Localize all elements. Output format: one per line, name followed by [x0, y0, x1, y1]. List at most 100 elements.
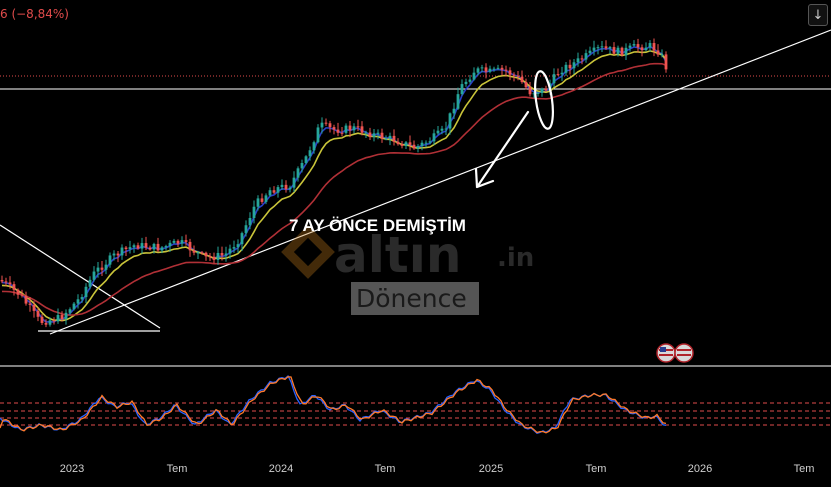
candle-body — [64, 312, 68, 320]
candle-body — [104, 264, 108, 270]
annotation-arrow — [474, 110, 530, 189]
oscillator-line-orange — [0, 376, 667, 434]
flag-canton — [660, 347, 666, 352]
candle-body — [120, 247, 124, 256]
candle-body — [400, 144, 404, 146]
descending-trendline[interactable] — [0, 224, 161, 329]
candle-body — [212, 256, 216, 260]
candle-body — [264, 195, 268, 202]
candle-body — [168, 242, 172, 247]
candle-body — [124, 247, 128, 250]
candle-body — [332, 127, 336, 130]
candle-body — [324, 122, 328, 124]
candle-body — [532, 93, 536, 95]
candle-body — [316, 127, 320, 143]
annotation-circle — [534, 70, 554, 130]
watermark-brand: altın — [334, 226, 462, 284]
candle-body — [348, 125, 352, 131]
candle-body — [276, 187, 280, 193]
candle-body — [500, 67, 504, 70]
candle-body — [208, 256, 212, 258]
candle-body — [96, 267, 100, 272]
candle-body — [396, 141, 400, 145]
candle-body — [612, 47, 616, 54]
candle-body — [580, 58, 584, 60]
candle-body — [380, 132, 384, 139]
price-change-label: 6 (−8,84%) — [0, 7, 69, 21]
candle-body — [564, 64, 568, 73]
candle-body — [388, 135, 392, 139]
candle-body — [292, 177, 296, 188]
x-tick-label: 2023 — [60, 463, 84, 475]
candle-body — [656, 50, 660, 55]
ascending-trendline[interactable] — [49, 29, 831, 335]
candle-body — [424, 142, 428, 144]
candle-body — [56, 315, 60, 322]
price-pane: altın .in Dönence 7 AY ÖNCE DEMİŞTİM — [0, 29, 831, 363]
candle-body — [8, 282, 12, 285]
candle-body — [236, 244, 240, 248]
candle-body — [664, 54, 668, 70]
candle-body — [520, 76, 524, 83]
flag-stripes-2 — [659, 354, 673, 356]
watermark-tag-box — [351, 282, 479, 315]
candle-body — [560, 72, 564, 75]
annotation-text: 7 AY ÖNCE DEMİŞTİM — [289, 216, 466, 235]
candle-body — [252, 206, 256, 219]
x-tick-label: 2024 — [269, 463, 293, 475]
candle-body — [472, 72, 476, 80]
candle-body — [508, 70, 512, 75]
x-tick-label: 2026 — [688, 463, 712, 475]
candle-body — [632, 44, 636, 46]
candle-body — [260, 198, 264, 202]
us-flag-icon-2[interactable] — [674, 343, 694, 363]
candle-body — [228, 248, 232, 254]
candle-body — [304, 156, 308, 164]
candle-body — [364, 132, 368, 134]
collapse-button[interactable]: ↓ — [808, 4, 828, 26]
candle-body — [136, 245, 140, 249]
x-tick-label: Tem — [375, 463, 396, 475]
candle-body — [220, 253, 224, 256]
candle-body — [36, 310, 40, 317]
watermark-logo-mark — [281, 225, 335, 279]
candle-body — [308, 150, 312, 157]
candle-body — [144, 243, 148, 248]
candle-body — [624, 47, 628, 56]
candle-body — [328, 123, 332, 128]
candle-body — [188, 241, 192, 251]
us-flag-icon[interactable] — [656, 343, 676, 363]
x-tick-label: Tem — [167, 463, 188, 475]
candle-body — [608, 47, 612, 49]
candle-body — [468, 79, 472, 82]
candle-body — [52, 320, 56, 322]
candle-body — [448, 113, 452, 129]
candle-body — [596, 47, 600, 49]
candle-body — [444, 128, 448, 130]
candle-body — [536, 92, 540, 94]
arrow-down-icon: ↓ — [812, 8, 824, 23]
candle-body — [384, 138, 388, 140]
candle-body — [408, 142, 412, 145]
candle-body — [556, 74, 560, 76]
candle-body — [60, 315, 64, 320]
candle-body — [296, 168, 300, 178]
x-axis[interactable]: 2023 Tem 2024 Tem 2025 Tem 2026 Tem — [60, 463, 815, 475]
x-tick-label: Tem — [586, 463, 607, 475]
candle-body — [540, 88, 544, 93]
candle-body — [40, 316, 44, 323]
candle-body — [620, 47, 624, 56]
candle-body — [484, 67, 488, 72]
candle-body — [240, 233, 244, 245]
x-tick-label: 2025 — [479, 463, 503, 475]
candle-body — [244, 225, 248, 234]
oscillator-pane — [0, 374, 831, 435]
candle-body — [204, 252, 208, 257]
candle-body — [288, 187, 292, 190]
event-flags[interactable] — [656, 343, 694, 363]
candle-body — [32, 304, 36, 311]
candle-body — [24, 295, 28, 304]
candle-body — [420, 142, 424, 147]
candle-body — [372, 133, 376, 137]
